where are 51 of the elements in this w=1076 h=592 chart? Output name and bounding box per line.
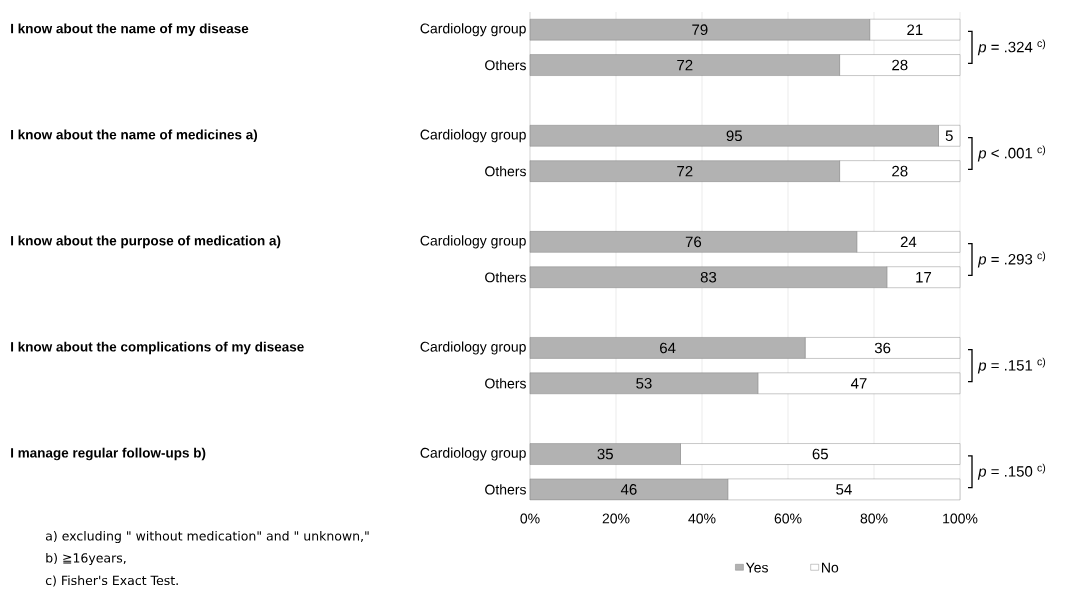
text: I know about the name of medicines a) xyxy=(11,129,258,143)
x-tick-label: 80% xyxy=(860,513,888,524)
y-tick-label: Cardiology group xyxy=(420,129,526,143)
x-tick-label: 60% xyxy=(774,513,802,524)
data-label: 72 xyxy=(677,165,693,177)
y-tick-label: Others xyxy=(485,484,526,495)
data-label: 79 xyxy=(692,24,708,35)
data-label: 46 xyxy=(620,484,637,495)
y-tick-label: Others xyxy=(485,272,526,283)
text: p = .150 $^{c)}$ xyxy=(977,463,1046,480)
text: a) excluding " without medication" and " unknown," xyxy=(45,530,369,544)
text: I know about the purpose of medication a) xyxy=(11,235,281,249)
x-tick-label: 0% xyxy=(520,513,540,524)
data-label: 36 xyxy=(874,342,891,354)
text: p < .001 $^{c)}$ xyxy=(977,145,1046,162)
text: c) Fisher's Exact Test. xyxy=(45,575,178,587)
data-label: 72 xyxy=(677,59,693,71)
legend-label: Yes xyxy=(745,562,768,573)
text: p = .324 $^{c)}$ xyxy=(977,39,1046,56)
legend-label: No xyxy=(822,562,839,573)
x-tick-label: 40% xyxy=(688,513,716,524)
x-tick-label: 20% xyxy=(602,513,630,524)
text: p = .151 $^{c)}$ xyxy=(977,357,1046,374)
data-label: 35 xyxy=(597,448,613,460)
data-label: 95 xyxy=(726,130,742,142)
y-tick-label: Others xyxy=(485,378,526,389)
data-label: 53 xyxy=(636,377,652,389)
y-tick-label: Others xyxy=(485,165,526,177)
text: b) ≧16years, xyxy=(46,552,126,566)
y-tick-label: Others xyxy=(485,59,526,71)
y-tick-label: Cardiology group xyxy=(420,23,526,37)
data-label: 83 xyxy=(700,271,717,283)
y-tick-label: Cardiology group xyxy=(420,235,526,249)
text: I manage regular follow-ups b) xyxy=(11,447,206,461)
data-label: 5 xyxy=(945,130,953,141)
x-tick-label: 100% xyxy=(943,513,978,524)
data-label: 64 xyxy=(660,342,676,354)
data-label: 47 xyxy=(850,378,867,389)
data-label: 28 xyxy=(892,59,908,71)
data-label: 21 xyxy=(907,24,923,35)
data-label: 65 xyxy=(812,448,828,460)
y-tick-label: Cardiology group xyxy=(420,447,526,461)
text: I know about the name of my disease xyxy=(11,23,249,36)
data-label: 28 xyxy=(892,165,908,177)
data-label: 17 xyxy=(916,272,932,283)
y-tick-label: Cardiology group xyxy=(420,341,526,355)
data-label: 24 xyxy=(900,236,917,248)
data-label: 76 xyxy=(685,236,702,248)
text: p = .293 $^{c)}$ xyxy=(977,251,1046,268)
text: I know about the complications of my disease xyxy=(11,341,304,355)
data-label: 54 xyxy=(836,484,852,495)
